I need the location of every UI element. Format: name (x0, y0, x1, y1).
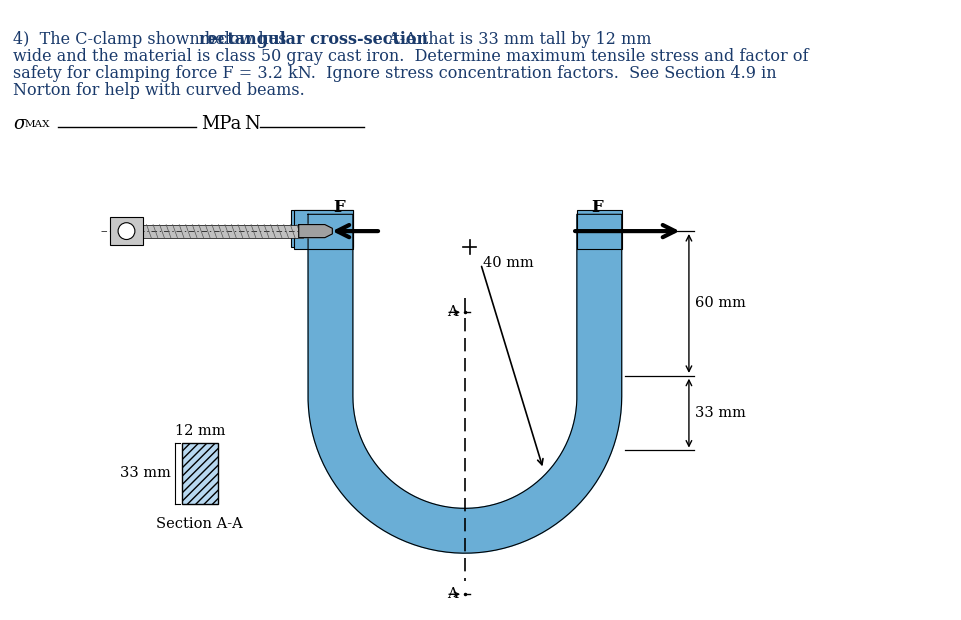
Text: 33 mm: 33 mm (120, 466, 171, 480)
Bar (294, 210, 353, 249)
Polygon shape (308, 215, 622, 553)
FancyBboxPatch shape (111, 217, 143, 245)
Text: 12 mm: 12 mm (175, 424, 225, 438)
Text: N: N (245, 115, 260, 133)
Circle shape (118, 223, 135, 239)
Bar (182, 443, 217, 503)
Text: 33 mm: 33 mm (696, 406, 747, 420)
Text: safety for clamping force F = 3.2 kN.  Ignore stress concentration factors.  See: safety for clamping force F = 3.2 kN. Ig… (13, 65, 776, 82)
Text: A: A (447, 305, 457, 319)
Text: F: F (333, 199, 345, 216)
Text: rectangular cross-section: rectangular cross-section (199, 32, 428, 48)
Bar (577, 210, 622, 249)
Bar (291, 210, 353, 247)
Polygon shape (299, 224, 333, 237)
Text: MAX: MAX (24, 120, 50, 129)
Text: 60 mm: 60 mm (696, 296, 747, 311)
Text: MPa: MPa (201, 115, 241, 133)
Bar (143, 224, 304, 237)
Text: σ: σ (13, 115, 25, 133)
Text: 4)  The C-clamp shown below has: 4) The C-clamp shown below has (13, 32, 292, 48)
Text: F: F (592, 199, 604, 216)
Text: 40 mm: 40 mm (482, 256, 533, 270)
Text: Norton for help with curved beams.: Norton for help with curved beams. (13, 82, 305, 99)
Text: wide and the material is class 50 gray cast iron.  Determine maximum tensile str: wide and the material is class 50 gray c… (13, 48, 808, 65)
Text: A: A (447, 587, 457, 601)
Text: Section A-A: Section A-A (157, 516, 243, 531)
Text: A-A that is 33 mm tall by 12 mm: A-A that is 33 mm tall by 12 mm (382, 32, 652, 48)
